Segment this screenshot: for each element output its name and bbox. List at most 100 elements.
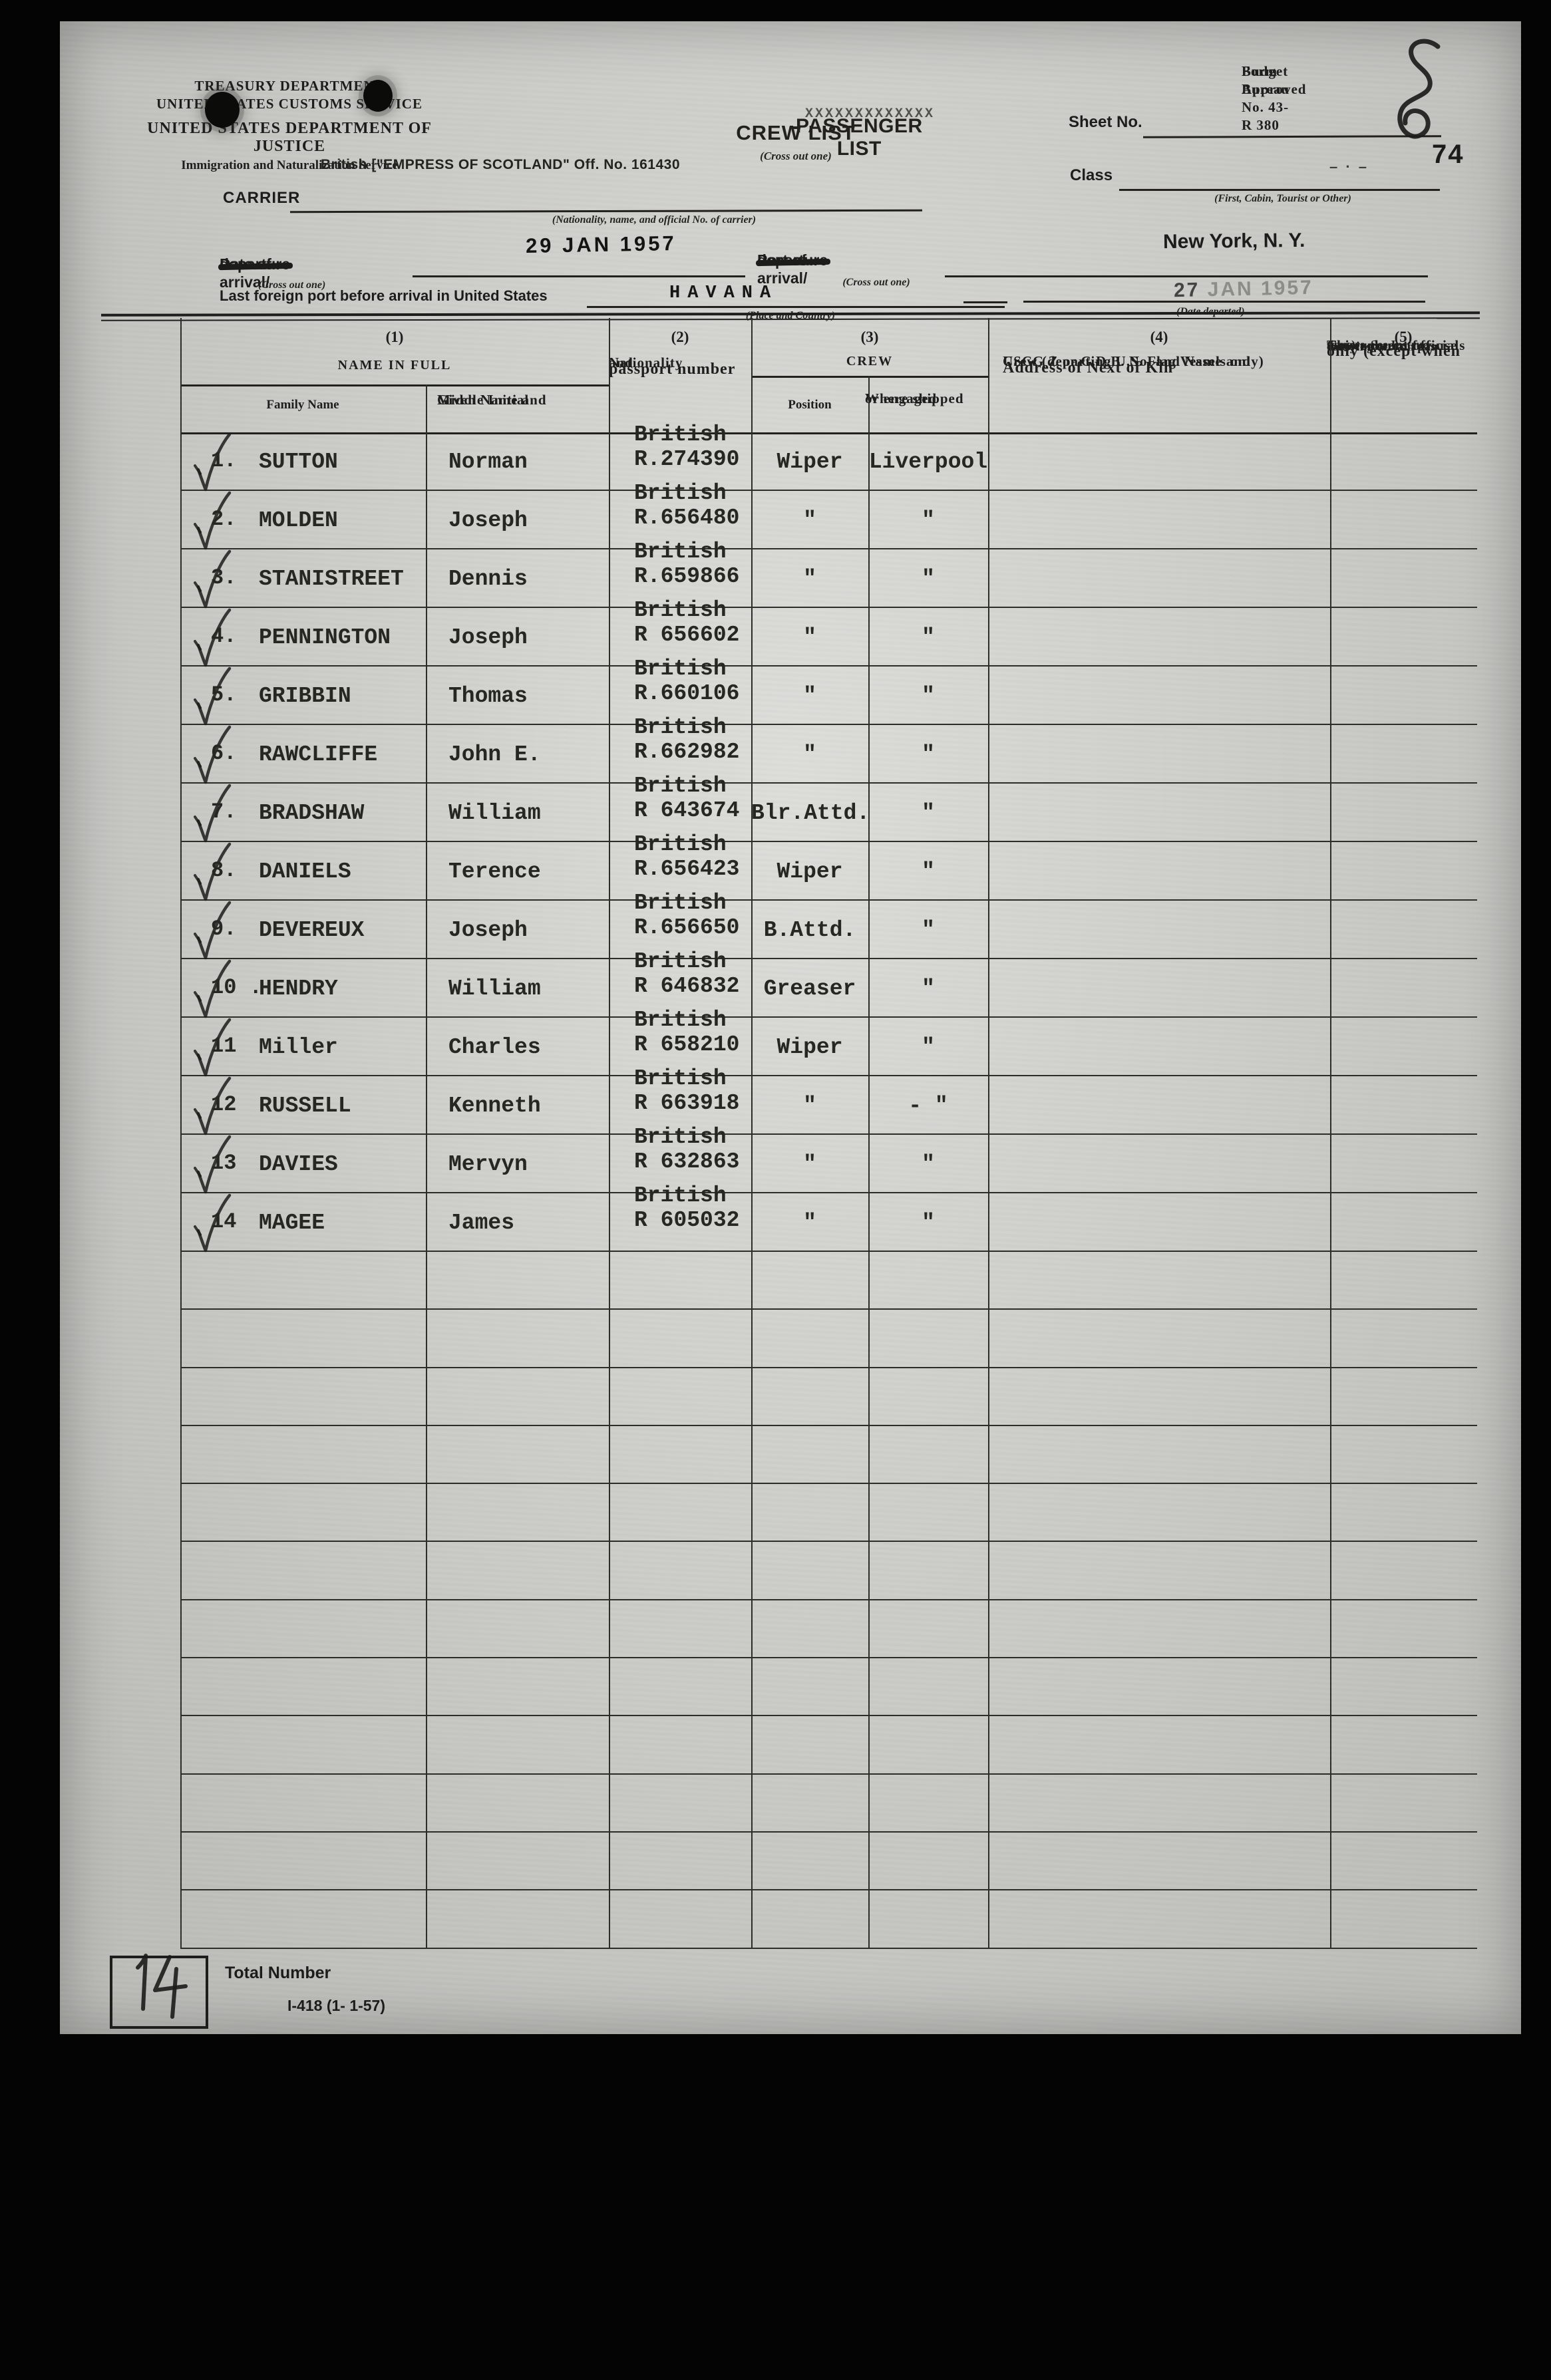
column-2-number: (2)	[671, 329, 689, 345]
nationality: British	[634, 832, 727, 857]
where-shipped-cell: "	[868, 784, 988, 841]
checkmark-icon	[194, 784, 232, 843]
row-number-cell: 7. BRADSHAW	[180, 784, 426, 843]
given-name-cell: Joseph	[426, 491, 609, 548]
position-cell: Wiper	[751, 1018, 868, 1075]
row-number: 4.	[211, 624, 237, 649]
given-name-cell: Kenneth	[426, 1076, 609, 1133]
where-shipped: "	[922, 976, 935, 1001]
position: "	[803, 684, 816, 708]
where-shipped-cell: Liverpool	[868, 432, 988, 490]
position-cell: "	[751, 725, 868, 782]
column-5-number: (5)	[1394, 329, 1413, 345]
class-hint: (First, Cabin, Tourist or Other)	[1214, 193, 1351, 204]
port-value: New York, N. Y.	[1162, 229, 1305, 253]
nationality-cell: British R.656423	[609, 832, 751, 899]
text-line: Government officials	[1327, 337, 1466, 353]
position: Blr.Attd.	[751, 801, 870, 825]
text-line: passport number	[609, 361, 736, 378]
checkmark-icon	[194, 842, 232, 901]
officials-cell	[1330, 608, 1477, 665]
sheet-no-label: Sheet No.	[1069, 113, 1142, 131]
next-of-kin-cell	[988, 725, 1330, 782]
where-shipped: "	[922, 1152, 935, 1177]
column-3-number: (3)	[860, 329, 879, 345]
text-line: Immigration and Naturalization Service	[181, 158, 398, 172]
table-row: 4. PENNINGTON Joseph British R 656602 " …	[180, 598, 1477, 667]
passport-number: R 658210	[634, 1032, 740, 1057]
where-shipped-cell: "	[868, 608, 988, 665]
empty-table-row	[180, 1542, 1477, 1600]
next-of-kin-cell	[988, 901, 1330, 958]
nationality-cell: British R.662982	[609, 715, 751, 782]
checkmark-icon	[194, 901, 232, 960]
checkmark-icon	[194, 725, 232, 784]
where-shipped: "	[922, 918, 935, 943]
date-cross-out-hint: (Cross out one)	[258, 279, 326, 291]
where-shipped: "	[922, 859, 935, 884]
date-departed-hint: (Date departed)	[1176, 306, 1245, 317]
table-row: 6. RAWCLIFFE John E. British R.662982 " …	[180, 715, 1477, 784]
date-of-arrival-label: Date of arrival/departure	[220, 255, 291, 291]
pencil-dashes: – · –	[1329, 158, 1369, 175]
text-line: USCG Z or C.D.B. No. and Name and	[1003, 353, 1251, 369]
given-name-cell: Joseph	[426, 901, 609, 958]
where-shipped-cell: "	[868, 959, 988, 1016]
position-cell: "	[751, 491, 868, 548]
family-name: DAVIES	[259, 1152, 338, 1177]
given-name: Terence	[448, 859, 541, 884]
given-name-cell: Mervyn	[426, 1135, 609, 1192]
table-row: 11 Miller Charles British R 658210 Wiper…	[180, 1008, 1477, 1077]
family-name: DANIELS	[259, 859, 351, 884]
position-cell: Blr.Attd.	[751, 784, 870, 841]
form-code: I-418 (1- 1-57)	[287, 1997, 386, 2014]
given-name-cell: Joseph	[426, 608, 609, 665]
position: Wiper	[776, 859, 843, 884]
row-number-cell: 4. PENNINGTON	[180, 608, 426, 667]
where-shipped-cell: "	[868, 491, 988, 548]
next-of-kin-cell	[988, 959, 1330, 1016]
family-name: PENNINGTON	[259, 625, 391, 650]
where-shipped: - "	[908, 1094, 948, 1118]
given-name-cell: Norman	[426, 432, 609, 490]
text-line: UNITED STATES DEPARTMENT OF JUSTICE	[147, 120, 432, 155]
given-name: Kenneth	[448, 1094, 541, 1118]
position: "	[803, 567, 816, 591]
last-foreign-port-label: Last foreign port before arrival in Unit…	[220, 287, 548, 304]
page-number-stamp: 74	[1432, 140, 1465, 169]
last-port-line	[587, 306, 1005, 308]
nationality-cell: British R.660106	[609, 657, 751, 724]
empty-table-row	[180, 1890, 1477, 1949]
handwritten-total-number	[136, 1954, 188, 2019]
text-line: or engaged	[865, 390, 938, 406]
port-line	[945, 275, 1428, 277]
col3-subdivider	[751, 376, 988, 378]
nationality-cell: British R.656480	[609, 481, 751, 548]
nationality-cell: British R.656650	[609, 891, 751, 958]
name-in-full-header: NAME IN FULL	[337, 358, 452, 372]
officials-cell	[1330, 667, 1477, 724]
family-name: STANISTREET	[259, 567, 404, 591]
empty-table-row	[180, 1310, 1477, 1368]
next-of-kin-cell	[988, 1076, 1330, 1133]
officials-cell	[1330, 1193, 1477, 1251]
position-cell: "	[751, 1076, 868, 1133]
where-shipped: "	[922, 684, 935, 708]
position-cell: Wiper	[751, 432, 868, 490]
text-line: Form Approved	[1242, 63, 1307, 97]
table-row: 14 MAGEE James British R 605032 " "	[180, 1183, 1477, 1253]
given-name: Norman	[448, 450, 528, 474]
officials-cell	[1330, 959, 1477, 1016]
row-number: 9.	[211, 917, 237, 941]
column-divider	[426, 384, 427, 1949]
given-name-cell: James	[426, 1193, 609, 1251]
officials-cell	[1330, 1018, 1477, 1075]
next-of-kin-cell	[988, 1135, 1330, 1192]
typed-x-crossout: XXXXXXXXXXXXX	[805, 106, 936, 122]
next-of-kin-cell	[988, 549, 1330, 607]
table-row: 3. STANISTREET Dennis British R.659866 "…	[180, 539, 1477, 609]
nationality: British	[634, 891, 727, 915]
checkmark-icon	[194, 432, 232, 492]
where-shipped-cell: "	[868, 901, 988, 958]
nationality: British	[634, 657, 727, 681]
